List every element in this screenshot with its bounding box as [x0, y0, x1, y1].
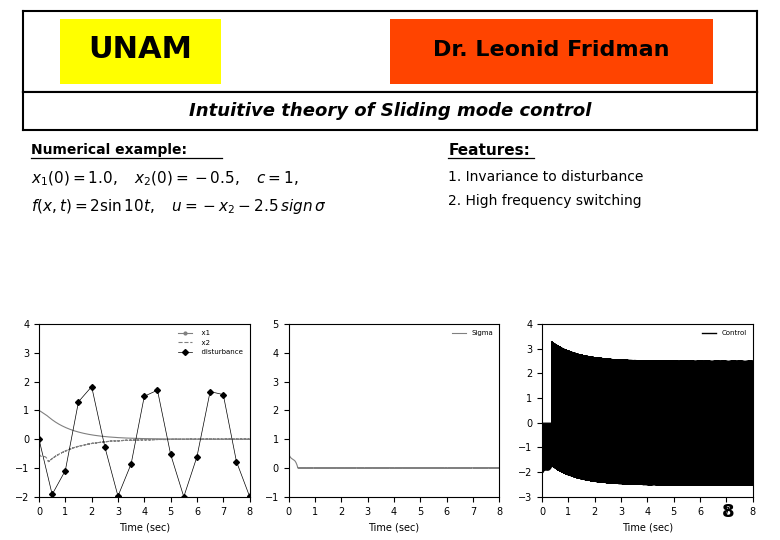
X-axis label: Time (sec): Time (sec) [622, 522, 673, 532]
Text: $x_1(0)=1.0,$   $x_2(0)=-0.5,$   $c=1,$: $x_1(0)=1.0,$ $x_2(0)=-0.5,$ $c=1,$ [31, 170, 299, 188]
Sigma [349, 465, 358, 471]
Legend: Control: Control [699, 327, 750, 339]
Text: 2. High frequency switching: 2. High frequency switching [448, 194, 642, 208]
Sigma [284, 450, 293, 457]
X-axis label: Time (sec): Time (sec) [119, 522, 170, 532]
Text: Features:: Features: [448, 143, 530, 158]
Text: Intuitive theory of Sliding mode control: Intuitive theory of Sliding mode control [189, 102, 591, 120]
X-axis label: Time (sec): Time (sec) [368, 522, 420, 532]
Text: UNAM: UNAM [89, 35, 193, 64]
Legend:   x1,   x2,   disturbance: x1, x2, disturbance [176, 327, 246, 358]
Sigma [410, 465, 420, 471]
Legend: Sigma: Sigma [449, 327, 496, 339]
Line: Sigma: Sigma [289, 454, 499, 468]
Sigma [363, 465, 372, 471]
FancyBboxPatch shape [60, 19, 222, 84]
Text: 1. Invariance to disturbance: 1. Invariance to disturbance [448, 170, 644, 184]
Sigma [414, 465, 424, 471]
Text: Dr. Leonid Fridman: Dr. Leonid Fridman [433, 39, 669, 60]
Text: $f(x,t)=2\sin 10t,$   $u=-x_2-2.5\,sign\,\sigma$: $f(x,t)=2\sin 10t,$ $u=-x_2-2.5\,sign\,\… [31, 197, 327, 216]
Sigma [495, 465, 504, 471]
Sigma [458, 465, 467, 471]
Text: 8: 8 [722, 503, 734, 521]
Sigma [443, 465, 452, 471]
Sigma [466, 465, 475, 471]
FancyBboxPatch shape [390, 19, 713, 84]
Text: Numerical example:: Numerical example: [31, 143, 187, 157]
